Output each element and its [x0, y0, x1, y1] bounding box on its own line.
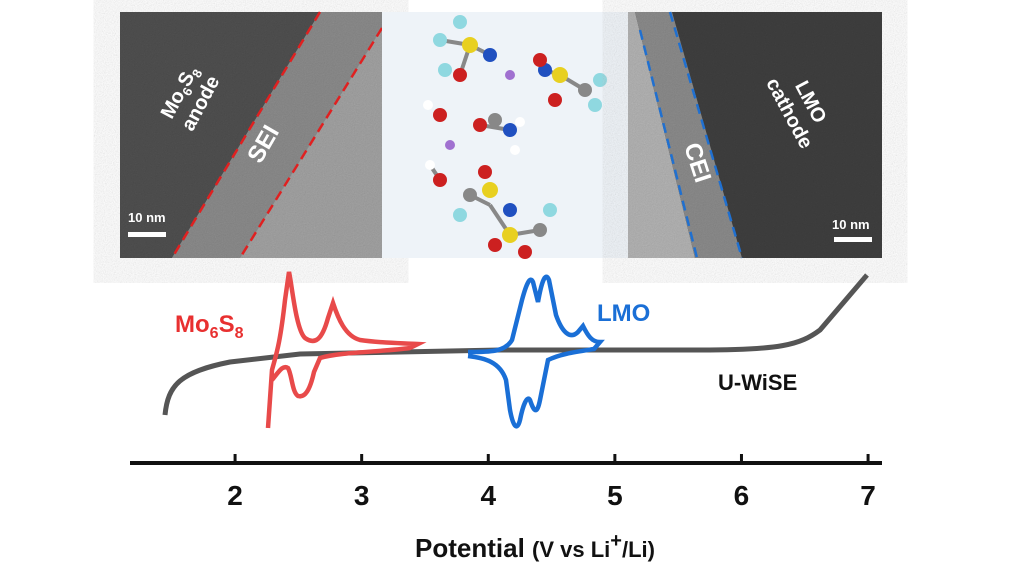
electrolyte-curve-label: U-WiSE	[718, 370, 797, 395]
electrolyte-curve	[162, 273, 869, 416]
text: (V vs Li	[532, 537, 610, 562]
anode-cv-curve	[265, 271, 427, 429]
molecule-panel	[382, 12, 628, 259]
cathode-curve-label: LMO	[597, 300, 650, 327]
anode-curve-label: Mo6S8	[175, 311, 244, 342]
interface-line	[638, 29, 699, 259]
text: 6	[210, 325, 219, 342]
x-tick-label: 5	[607, 480, 623, 511]
scale-bar	[834, 237, 872, 242]
x-tick-label: 4	[480, 480, 496, 511]
interface-line	[238, 27, 384, 259]
x-tick-label: 7	[860, 480, 876, 511]
text: 8	[235, 325, 244, 342]
right-tem	[628, 12, 882, 258]
x-tick-label: 6	[734, 480, 750, 511]
cei-region	[635, 12, 742, 258]
cathode-cv-curve	[467, 274, 605, 429]
scale-bar-label: 10 nm	[128, 210, 166, 225]
left-tem	[120, 12, 382, 258]
text: +	[610, 530, 622, 552]
scale-bar-label: 10 nm	[832, 217, 870, 232]
panel-bg	[382, 12, 628, 258]
sei-region	[172, 12, 382, 258]
interface-line	[668, 11, 744, 259]
text: Potential	[415, 533, 532, 563]
text: /Li)	[622, 537, 655, 562]
text: S	[219, 311, 235, 338]
text: Mo	[175, 311, 210, 338]
electrolyte-region	[628, 12, 695, 258]
x-tick-label: 3	[354, 480, 370, 511]
x-tick-label: 2	[227, 480, 243, 511]
scale-bar	[128, 232, 166, 237]
anode-region	[120, 12, 320, 258]
x-axis: 2 3 4 5 6 7	[130, 454, 882, 511]
x-axis-label: Potential (V vs Li+/Li)	[415, 530, 655, 563]
